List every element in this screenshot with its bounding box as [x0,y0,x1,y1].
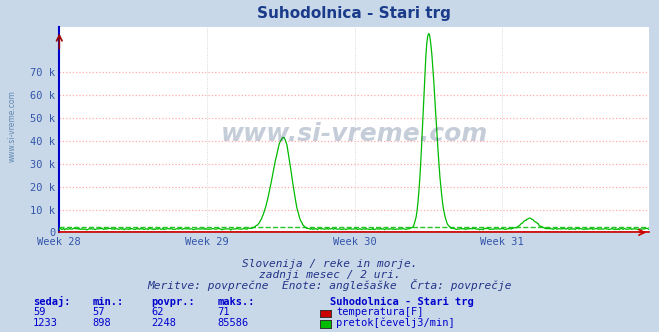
Text: temperatura[F]: temperatura[F] [336,307,424,317]
Text: min.:: min.: [92,297,123,307]
Text: Suhodolnica - Stari trg: Suhodolnica - Stari trg [330,297,473,307]
Text: www.si-vreme.com: www.si-vreme.com [221,122,488,146]
Text: pretok[čevelj3/min]: pretok[čevelj3/min] [336,317,455,328]
Text: zadnji mesec / 2 uri.: zadnji mesec / 2 uri. [258,270,401,280]
Text: 1233: 1233 [33,318,58,328]
Text: 62: 62 [152,307,164,317]
Text: www.si-vreme.com: www.si-vreme.com [8,90,17,162]
Text: maks.:: maks.: [217,297,255,307]
Text: 59: 59 [33,307,45,317]
Text: 85586: 85586 [217,318,248,328]
Text: 57: 57 [92,307,105,317]
Title: Suhodolnica - Stari trg: Suhodolnica - Stari trg [257,6,451,21]
Text: 2248: 2248 [152,318,177,328]
Text: Slovenija / reke in morje.: Slovenija / reke in morje. [242,259,417,269]
Text: sedaj:: sedaj: [33,296,71,307]
Text: 71: 71 [217,307,230,317]
Text: povpr.:: povpr.: [152,297,195,307]
Text: 898: 898 [92,318,111,328]
Text: Meritve: povprečne  Enote: anglešaške  Črta: povprečje: Meritve: povprečne Enote: anglešaške Črt… [147,279,512,291]
